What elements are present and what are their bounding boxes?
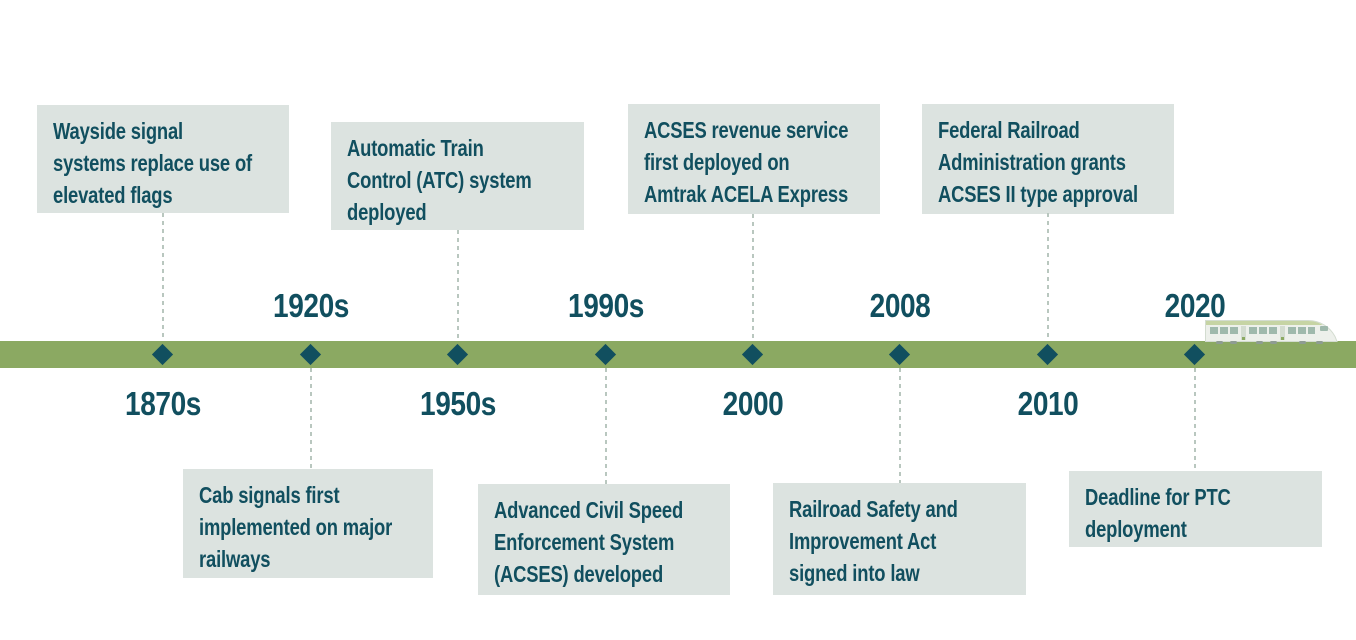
connector-line	[310, 368, 312, 469]
event-description: Deadline for PTC deployment	[1085, 484, 1231, 542]
year-label: 2010	[1017, 385, 1079, 422]
connector-line	[162, 213, 164, 341]
year-label: 1950s	[420, 385, 496, 422]
connector-line	[1194, 368, 1196, 471]
connector-line	[752, 214, 754, 341]
event-box: ACSES revenue service first deployed on …	[628, 104, 880, 214]
event-box: Cab signals first implemented on major r…	[183, 469, 433, 578]
year-label: 1990s	[568, 287, 644, 324]
connector-line	[899, 368, 901, 483]
event-description: Advanced Civil Speed Enforcement System …	[494, 497, 684, 587]
event-description: Cab signals first implemented on major r…	[199, 482, 393, 572]
connector-line	[1047, 213, 1049, 341]
year-label: 1920s	[273, 287, 349, 324]
event-description: Railroad Safety and Improvement Act sign…	[789, 496, 958, 586]
connector-line	[605, 368, 607, 484]
year-label: 2000	[722, 385, 784, 422]
timeline-bar	[0, 341, 1356, 368]
year-label: 2008	[869, 287, 931, 324]
event-box: Automatic Train Control (ATC) system dep…	[331, 122, 584, 230]
connector-line	[457, 230, 459, 341]
event-box: Railroad Safety and Improvement Act sign…	[773, 483, 1026, 595]
event-box: Deadline for PTC deployment	[1069, 471, 1322, 547]
event-description: ACSES revenue service first deployed on …	[644, 117, 849, 207]
event-box: Wayside signal systems replace use of el…	[37, 105, 289, 213]
event-description: Federal Railroad Administration grants A…	[938, 117, 1138, 207]
event-description: Automatic Train Control (ATC) system dep…	[347, 135, 532, 225]
event-box: Federal Railroad Administration grants A…	[922, 104, 1174, 214]
year-label: 2020	[1164, 287, 1226, 324]
event-box: Advanced Civil Speed Enforcement System …	[478, 484, 730, 595]
year-label: 1870s	[125, 385, 201, 422]
high-speed-train-icon	[1205, 320, 1338, 344]
event-description: Wayside signal systems replace use of el…	[53, 118, 252, 208]
